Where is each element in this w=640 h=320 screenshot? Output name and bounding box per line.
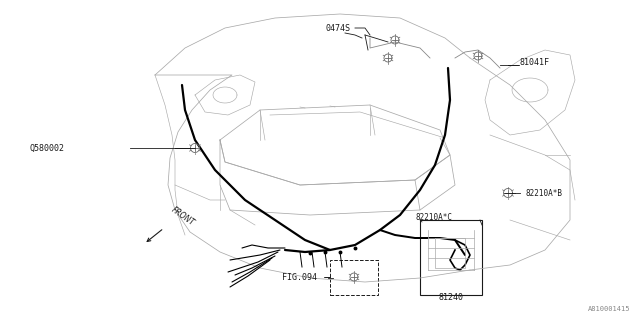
Text: 0474S: 0474S [325, 23, 350, 33]
Text: FIG.094: FIG.094 [282, 274, 317, 283]
Text: FRONT: FRONT [170, 206, 196, 228]
Text: A810001415: A810001415 [588, 306, 630, 312]
Bar [330, 260, 378, 295]
Bar [420, 220, 482, 295]
Text: 82210A*C: 82210A*C [416, 213, 453, 222]
Text: 81041F: 81041F [520, 58, 550, 67]
Text: 82210A*B: 82210A*B [525, 188, 562, 197]
Text: Q580002: Q580002 [30, 143, 65, 153]
Text: 81240: 81240 [438, 292, 463, 301]
